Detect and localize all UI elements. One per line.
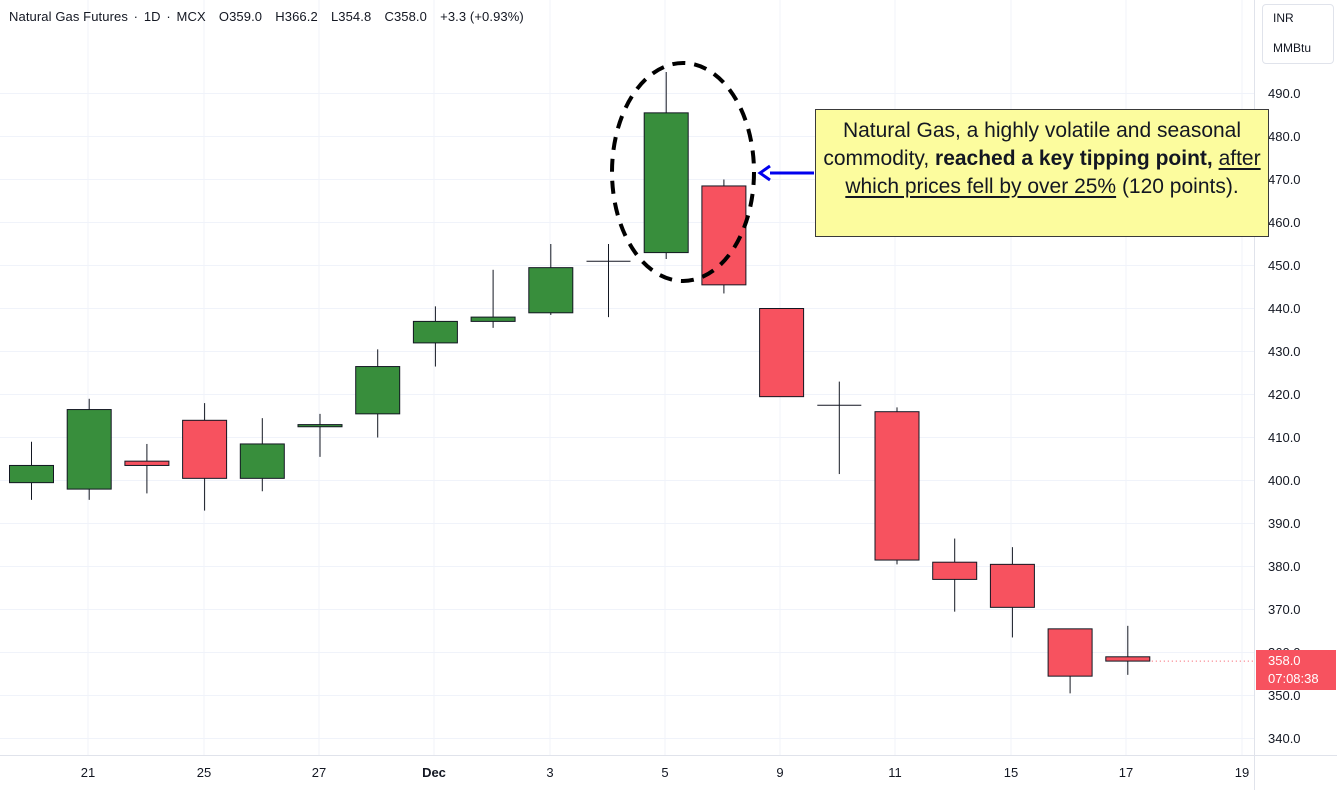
candle — [66, 398, 112, 500]
x-tick-label: 9 — [776, 765, 783, 780]
candle — [297, 413, 343, 457]
candle-body — [239, 443, 285, 479]
exchange-label: MCX — [176, 9, 206, 24]
candle-body — [66, 409, 112, 490]
candle — [412, 306, 458, 367]
candle — [1105, 625, 1151, 675]
arrow-head-icon — [757, 164, 771, 182]
candle — [989, 547, 1035, 638]
drawings — [610, 61, 1254, 662]
candle-body — [932, 561, 978, 580]
candle-body — [759, 308, 805, 398]
candle-body — [1047, 628, 1093, 677]
candle-body — [124, 460, 170, 466]
y-tick-label: 390.0 — [1268, 516, 1301, 531]
x-tick-label: 27 — [312, 765, 326, 780]
high-value: H366.2 — [275, 9, 318, 24]
annotation-bold-text: reached a key tipping point, — [935, 147, 1213, 170]
close-value: C358.0 — [384, 9, 427, 24]
y-tick-label: 340.0 — [1268, 731, 1301, 746]
x-tick-label: 15 — [1004, 765, 1018, 780]
currency-unit-selector[interactable]: INR MMBtu — [1262, 4, 1334, 64]
x-tick-label: 21 — [81, 765, 95, 780]
y-tick-label: 450.0 — [1268, 258, 1301, 273]
candle-body — [470, 316, 516, 322]
candle-body — [355, 366, 401, 415]
candle — [817, 381, 862, 475]
candle — [182, 403, 228, 511]
annotation-underlined-text: after which prices fell by over 25% — [845, 147, 1261, 198]
annotation-text-end: (120 points). — [1116, 175, 1239, 198]
y-tick-label: 370.0 — [1268, 602, 1301, 617]
x-tick-label: 11 — [888, 765, 902, 780]
last-price-value: 358.0 — [1268, 653, 1301, 668]
x-tick-label: 5 — [661, 765, 668, 780]
countdown-timer: 07:08:38 — [1268, 671, 1319, 686]
y-tick-label: 350.0 — [1268, 688, 1301, 703]
y-tick-label: 420.0 — [1268, 387, 1301, 402]
x-tick-label: 25 — [197, 765, 211, 780]
candle-body — [9, 464, 54, 484]
y-tick-label: 410.0 — [1268, 430, 1301, 445]
candle-body — [297, 424, 343, 428]
x-tick-label: Dec — [422, 765, 446, 780]
annotation-text: Natural Gas, a highly volatile and seaso… — [823, 119, 1242, 170]
candle — [643, 72, 689, 260]
candle — [239, 418, 285, 492]
y-tick-label: 460.0 — [1268, 215, 1301, 230]
y-tick-label: 440.0 — [1268, 301, 1301, 316]
y-tick-label: 430.0 — [1268, 344, 1301, 359]
x-tick-label: 17 — [1119, 765, 1133, 780]
x-tick-label: 19 — [1235, 765, 1249, 780]
separator-dot: · — [133, 9, 139, 24]
candle — [124, 443, 170, 494]
y-tick-label: 400.0 — [1268, 473, 1301, 488]
x-tick-label: 3 — [546, 765, 553, 780]
symbol-header: Natural Gas Futures · 1D · MCX O359.0 H3… — [9, 9, 526, 24]
annotation-callout[interactable]: Natural Gas, a highly volatile and seaso… — [815, 109, 1269, 237]
candle-body — [643, 112, 689, 254]
candle — [586, 244, 631, 318]
candle — [528, 244, 574, 315]
y-tick-label: 470.0 — [1268, 172, 1301, 187]
candle — [874, 407, 920, 565]
candle-body — [701, 185, 747, 286]
candle — [355, 349, 401, 438]
change-value: +3.3 (+0.93%) — [440, 9, 524, 24]
open-value: O359.0 — [218, 9, 263, 24]
candle-body — [989, 563, 1035, 608]
last-price-badge: 358.0 07:08:38 — [1256, 650, 1336, 690]
unit-label[interactable]: MMBtu — [1273, 41, 1312, 55]
candle — [932, 538, 978, 612]
y-tick-label: 490.0 — [1268, 86, 1301, 101]
y-tick-label: 480.0 — [1268, 129, 1301, 144]
low-value: L354.8 — [330, 9, 372, 24]
highlight-ellipse — [610, 61, 756, 283]
y-tick-label: 380.0 — [1268, 559, 1301, 574]
separator-dot: · — [166, 9, 171, 24]
candle — [9, 441, 54, 500]
candle-body — [412, 320, 458, 344]
candle-body — [1105, 656, 1151, 662]
candle-body — [182, 419, 228, 479]
currency-label[interactable]: INR — [1273, 11, 1294, 25]
candle-body — [528, 267, 574, 314]
candle — [759, 308, 805, 398]
candle-body — [874, 411, 920, 561]
candle — [470, 269, 516, 328]
candle — [1047, 628, 1093, 694]
interval-label[interactable]: 1D — [143, 9, 161, 24]
symbol-name[interactable]: Natural Gas Futures — [9, 9, 128, 24]
